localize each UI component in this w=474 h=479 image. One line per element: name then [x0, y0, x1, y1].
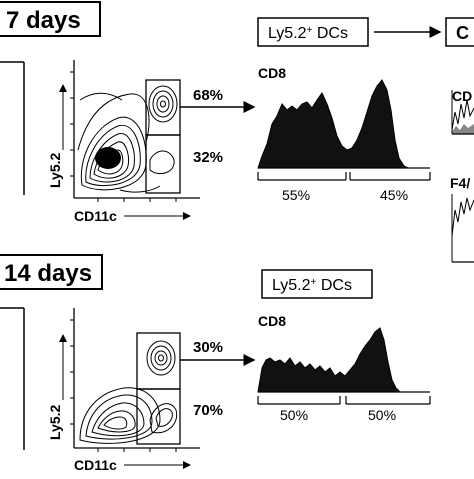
contour-plot-14-days: 30% 70% Ly5.2 CD11c — [47, 308, 223, 473]
histogram-label-7-days: CD8 — [258, 65, 286, 81]
left-cut-plot-2 — [0, 307, 25, 450]
contour-main-population — [77, 92, 161, 193]
contour-plot-7-days: 68% 32% Ly5.2 CD11c — [47, 60, 223, 224]
right-panel-label-bottom: F4/ — [450, 175, 470, 191]
gate-low-pct-14-days: 70% — [193, 402, 223, 419]
histogram-fill-7-days — [257, 79, 409, 169]
histogram-left-pct-14-days: 50% — [280, 407, 308, 423]
y-axis-label-14-days: Ly5.2 — [47, 405, 63, 440]
population-label-7-days: Ly5.2+ DCs — [268, 25, 348, 43]
time-label-14-days: 14 days — [4, 260, 92, 287]
contour-cd11c-population — [148, 85, 178, 175]
x-axis-label-7-days: CD11c — [74, 208, 117, 224]
y-axis-label-7-days: Ly5.2 — [47, 153, 63, 188]
population-label-box-7-days — [257, 17, 369, 47]
left-cut-plot-1 — [0, 61, 25, 195]
right-histogram-top — [451, 99, 474, 131]
row-7-days: 7 days — [0, 1, 474, 263]
histogram-right-pct-7-days: 45% — [380, 187, 408, 203]
histogram-7-days: CD8 55% 45% — [257, 65, 431, 203]
gate-high-pct-7-days: 68% — [193, 87, 223, 104]
contour-cd11c-population-14 — [146, 340, 176, 376]
right-histogram-bottom — [451, 197, 474, 237]
histogram-left-pct-7-days: 55% — [282, 187, 310, 203]
population-label-box-14-days — [261, 269, 373, 299]
time-label-7-days: 7 days — [6, 7, 81, 34]
row-14-days: 14 days — [0, 254, 431, 473]
histogram-14-days: CD8 50% 50% — [257, 313, 431, 423]
right-panel-label-top: CD — [452, 88, 472, 104]
histogram-fill-14-days — [257, 327, 402, 393]
right-panel-box-label: C — [456, 23, 469, 43]
histogram-right-pct-14-days: 50% — [368, 407, 396, 423]
gate-low-7-days — [145, 134, 181, 194]
population-label-14-days: Ly5.2+ DCs — [272, 277, 352, 295]
gate-high-pct-14-days: 30% — [193, 339, 223, 356]
contour-main-population-14 — [79, 387, 178, 444]
gate-low-14-days — [136, 388, 181, 445]
right-cut-panel: C CD F4/ — [445, 17, 474, 263]
dense-core — [95, 147, 121, 169]
time-label-box-14-days — [0, 254, 103, 290]
time-label-box-7-days — [0, 1, 101, 37]
histogram-label-14-days: CD8 — [258, 313, 286, 329]
gate-low-pct-7-days: 32% — [193, 149, 223, 166]
x-axis-label-14-days: CD11c — [74, 457, 117, 473]
